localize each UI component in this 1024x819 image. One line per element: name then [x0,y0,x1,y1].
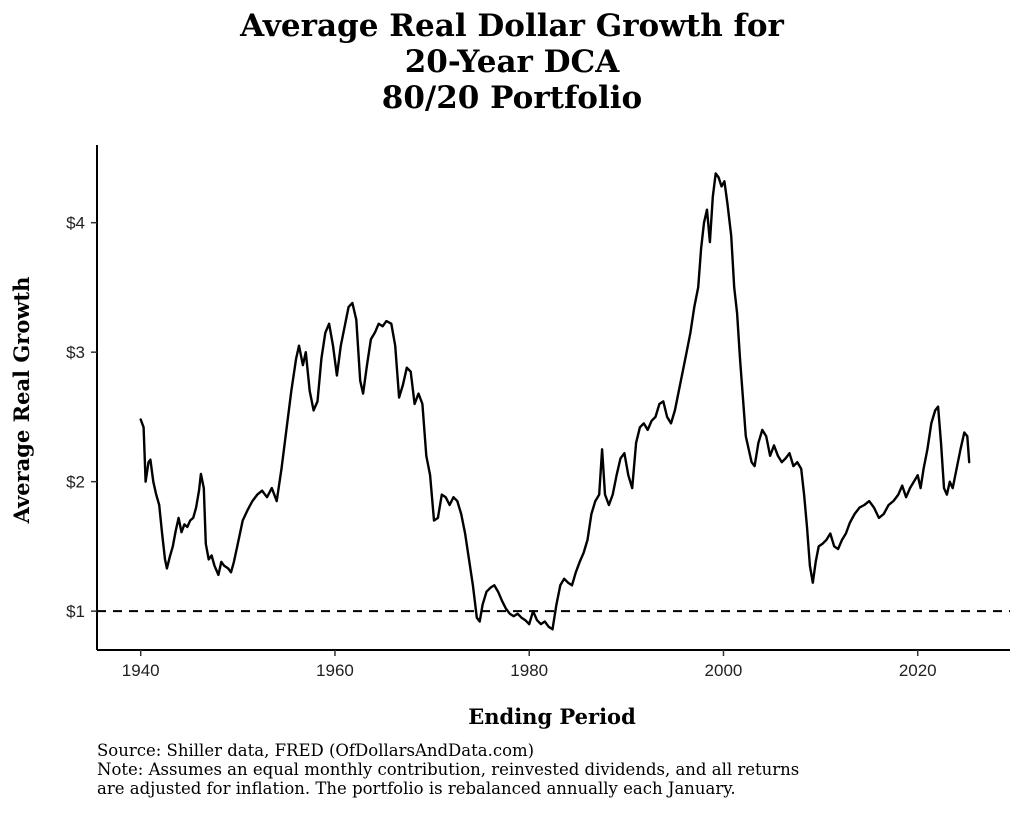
x-tick-label: 1940 [122,661,160,680]
x-tick-label: 2000 [705,661,743,680]
caption-note-line-1: Note: Assumes an equal monthly contribut… [97,760,800,779]
x-tick-label: 1980 [510,661,548,680]
series-group [139,172,971,631]
series-line-growth [139,172,971,631]
chart-title-line-2: 20-Year DCA [404,44,620,80]
y-tick-label: $4 [66,214,85,233]
caption-note-line-2: are adjusted for inflation. The portfoli… [97,779,736,798]
axes: 1940 1960 1980 2000 2020 $1 $2 $3 $4 [66,145,1010,680]
x-tick-label: 1960 [316,661,354,680]
chart-title-line-1: Average Real Dollar Growth for [240,8,784,44]
x-tick-label: 2020 [899,661,937,680]
chart-title-line-3: 80/20 Portfolio [381,80,643,116]
y-axis-title: Average Real Growth [9,277,34,525]
caption-source: Source: Shiller data, FRED (OfDollarsAnd… [97,741,535,760]
x-axis-title: Ending Period [468,704,636,729]
y-tick-label: $2 [66,473,85,492]
y-tick-label: $1 [66,602,85,621]
y-tick-label: $3 [66,343,85,362]
